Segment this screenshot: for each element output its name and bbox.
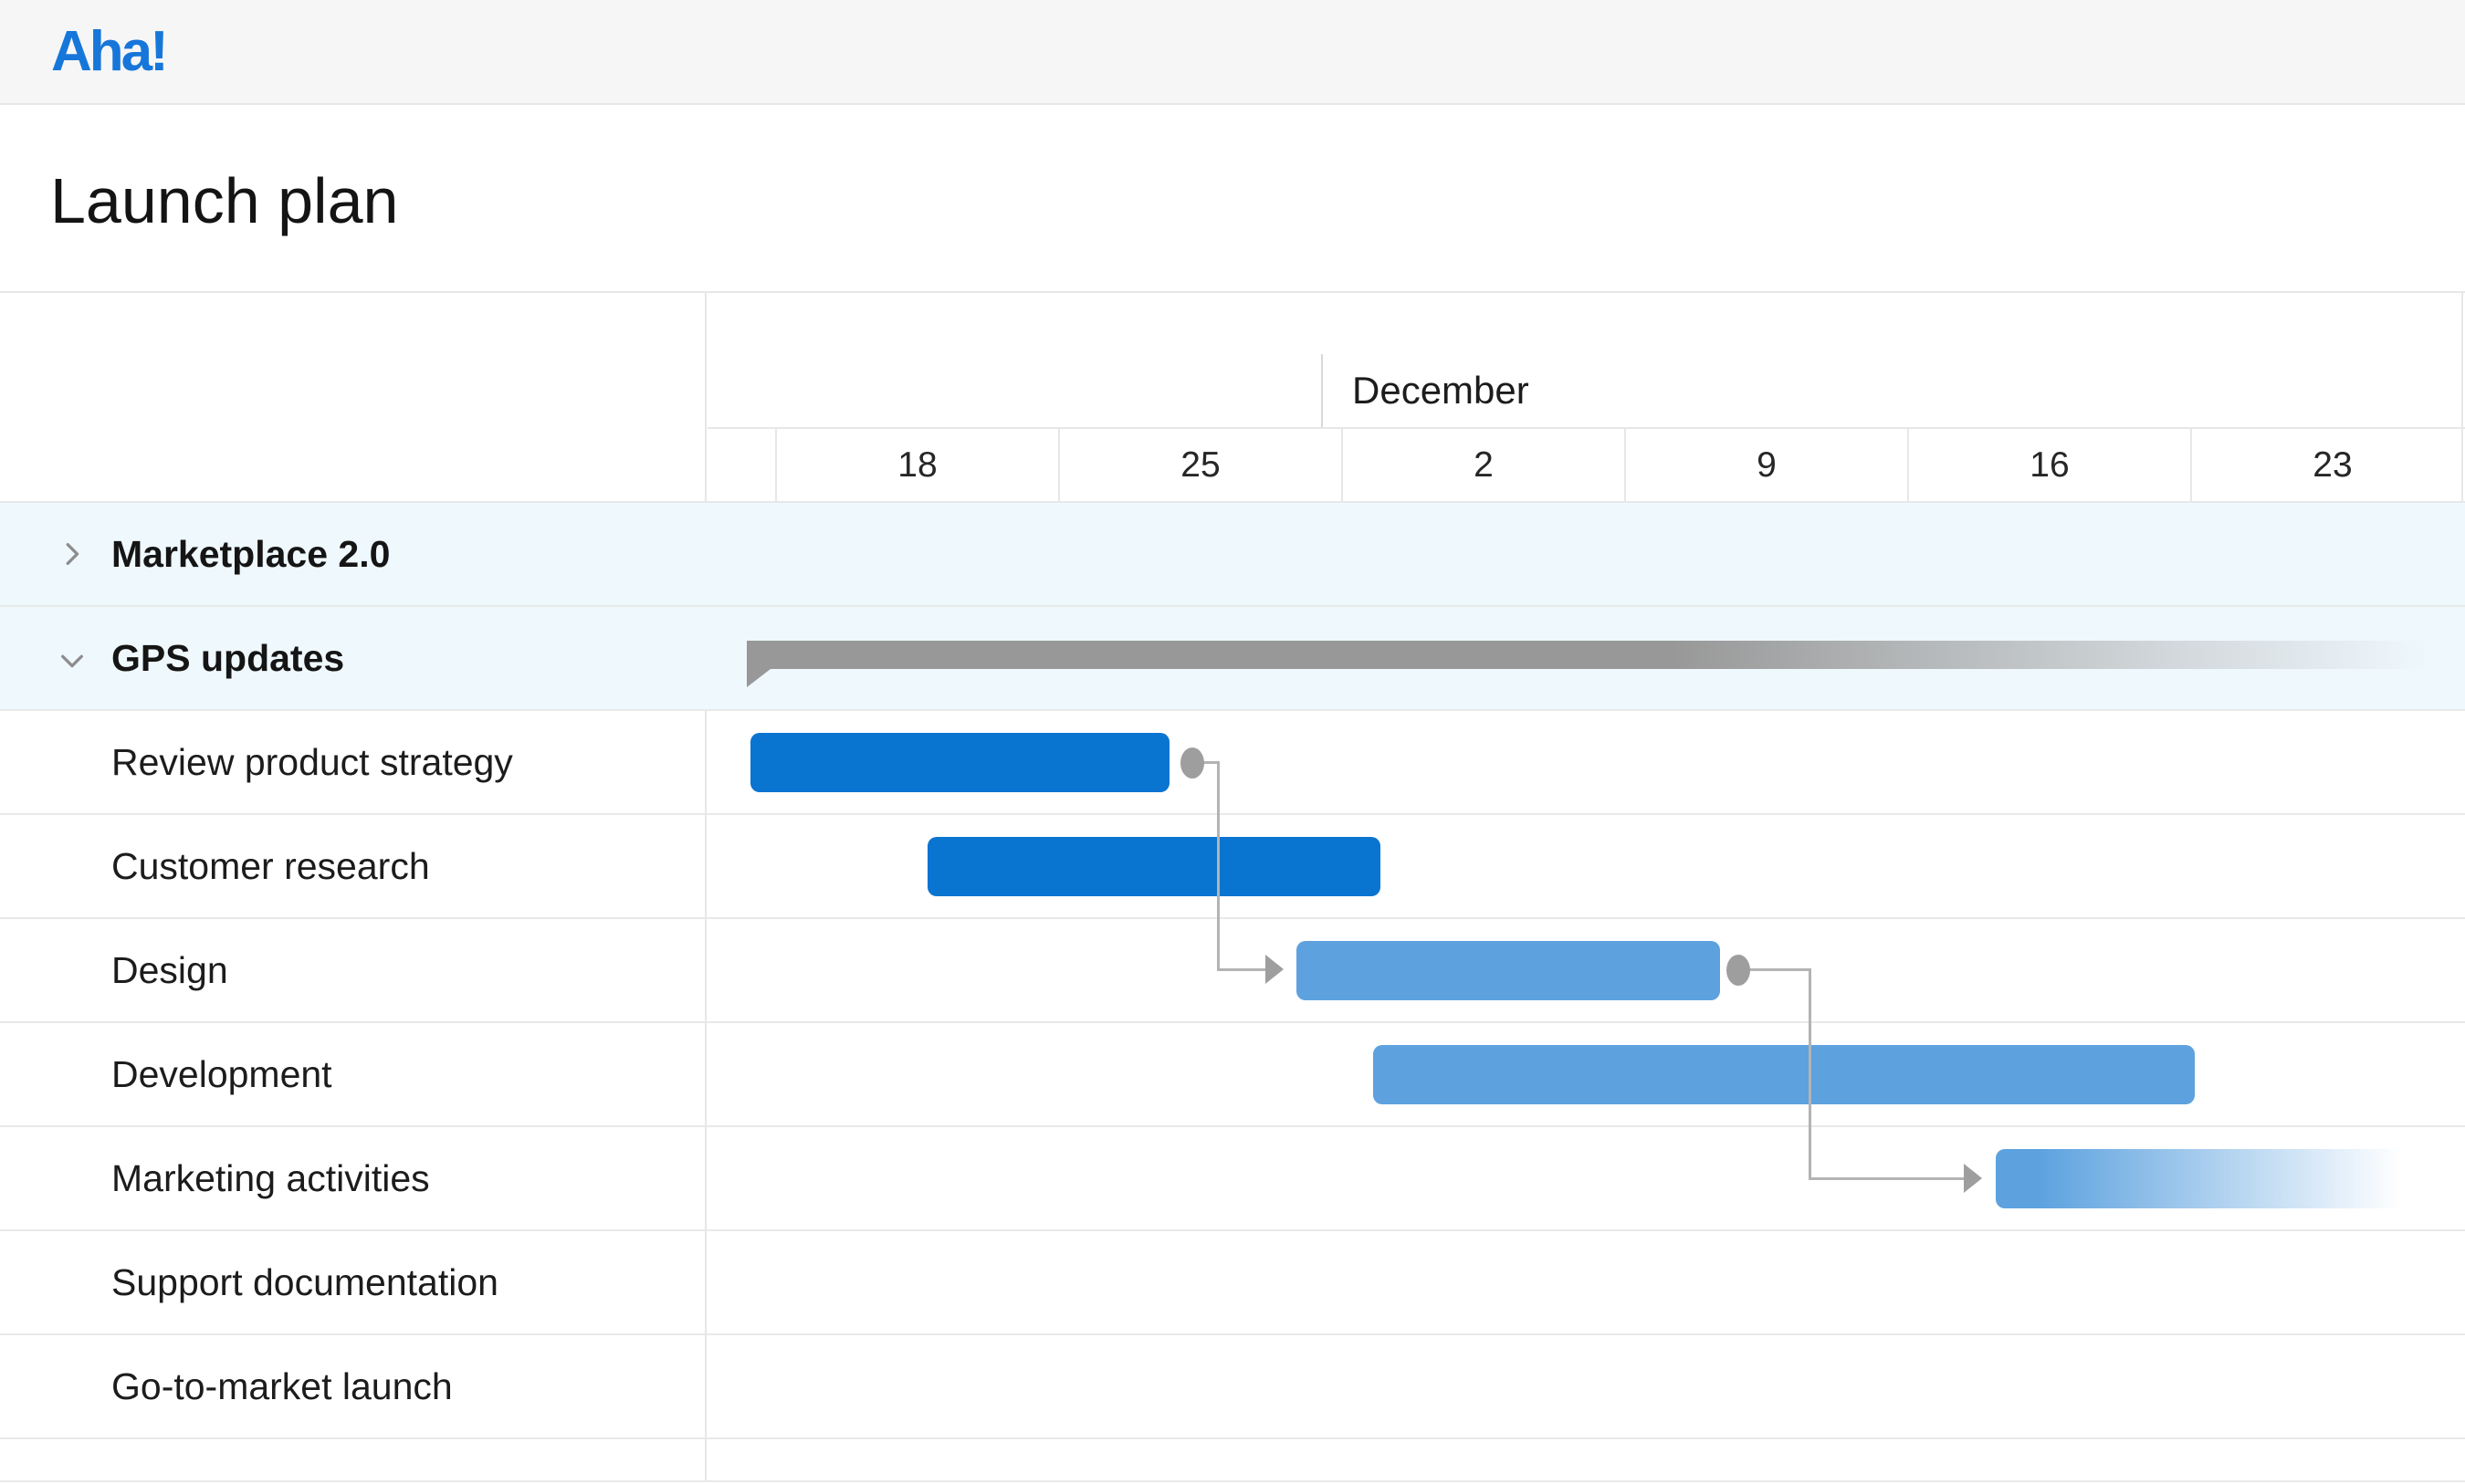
summary-bar-gps-updates[interactable] xyxy=(747,641,2428,687)
chevron-down-icon[interactable] xyxy=(55,643,89,678)
row-support-documentation[interactable]: Support documentation xyxy=(0,1231,2465,1335)
month-tick xyxy=(1321,354,1323,427)
row-label: Support documentation xyxy=(111,1260,498,1303)
row-label: Review product strategy xyxy=(111,740,513,783)
dependency-line xyxy=(1201,761,1220,764)
dependency-line xyxy=(1747,968,1811,971)
row-label: Marketplace 2.0 xyxy=(111,532,391,575)
row-empty-partial xyxy=(0,1439,2465,1482)
week-header-dec-23: 23 xyxy=(2190,427,2465,503)
app-header: Aha! xyxy=(0,0,2465,105)
week-header-dec-2: 2 xyxy=(1341,427,1624,503)
week-header-dec-9: 9 xyxy=(1624,427,1907,503)
bar-development[interactable] xyxy=(1373,1045,2195,1104)
header-right-border xyxy=(2461,291,2463,503)
month-label: December xyxy=(1352,369,1529,412)
row-label: GPS updates xyxy=(111,636,345,679)
row-label: Development xyxy=(111,1052,332,1095)
bar-customer-research[interactable] xyxy=(928,837,1380,896)
dependency-handle-dot[interactable] xyxy=(1726,955,1750,986)
dependency-arrowhead xyxy=(1964,1164,1982,1193)
week-header-nov-25: 25 xyxy=(1058,427,1341,503)
dependency-arrowhead xyxy=(1265,955,1284,984)
week-header-nov-18: 18 xyxy=(775,427,1058,503)
row-label: Go-to-market launch xyxy=(111,1364,453,1407)
week-header-dec-16: 16 xyxy=(1907,427,2190,503)
row-go-to-market-launch[interactable]: Go-to-market launch xyxy=(0,1335,2465,1439)
row-label: Marketing activities xyxy=(111,1156,430,1199)
bar-marketing-activities[interactable] xyxy=(1996,1149,2432,1208)
row-design[interactable]: Design xyxy=(0,919,2465,1023)
chevron-right-icon[interactable] xyxy=(55,537,89,571)
dependency-line xyxy=(1809,1177,1966,1180)
header-bottom-border xyxy=(0,501,2465,503)
row-review-product-strategy[interactable]: Review product strategy xyxy=(0,711,2465,815)
row-marketing-activities[interactable]: Marketing activities xyxy=(0,1127,2465,1231)
row-development[interactable]: Development xyxy=(0,1023,2465,1127)
summary-bar-tail xyxy=(747,669,771,687)
dependency-handle-dot[interactable] xyxy=(1180,747,1204,779)
page-title: Launch plan xyxy=(50,165,399,236)
dependency-line xyxy=(1217,968,1269,971)
dependency-line xyxy=(1217,761,1220,971)
table-top-border xyxy=(0,291,2465,293)
row-label: Customer research xyxy=(111,844,430,887)
row-label: Design xyxy=(111,948,228,991)
row-marketplace-2-0[interactable]: Marketplace 2.0 xyxy=(0,503,2465,607)
bar-review-product-strategy[interactable] xyxy=(750,733,1170,792)
date-row-top-border xyxy=(708,427,2465,429)
aha-logo[interactable]: Aha! xyxy=(51,20,169,83)
bar-design[interactable] xyxy=(1296,941,1720,1000)
row-customer-research[interactable]: Customer research xyxy=(0,815,2465,919)
dependency-line xyxy=(1809,968,1811,1180)
panel-divider xyxy=(705,291,707,1482)
